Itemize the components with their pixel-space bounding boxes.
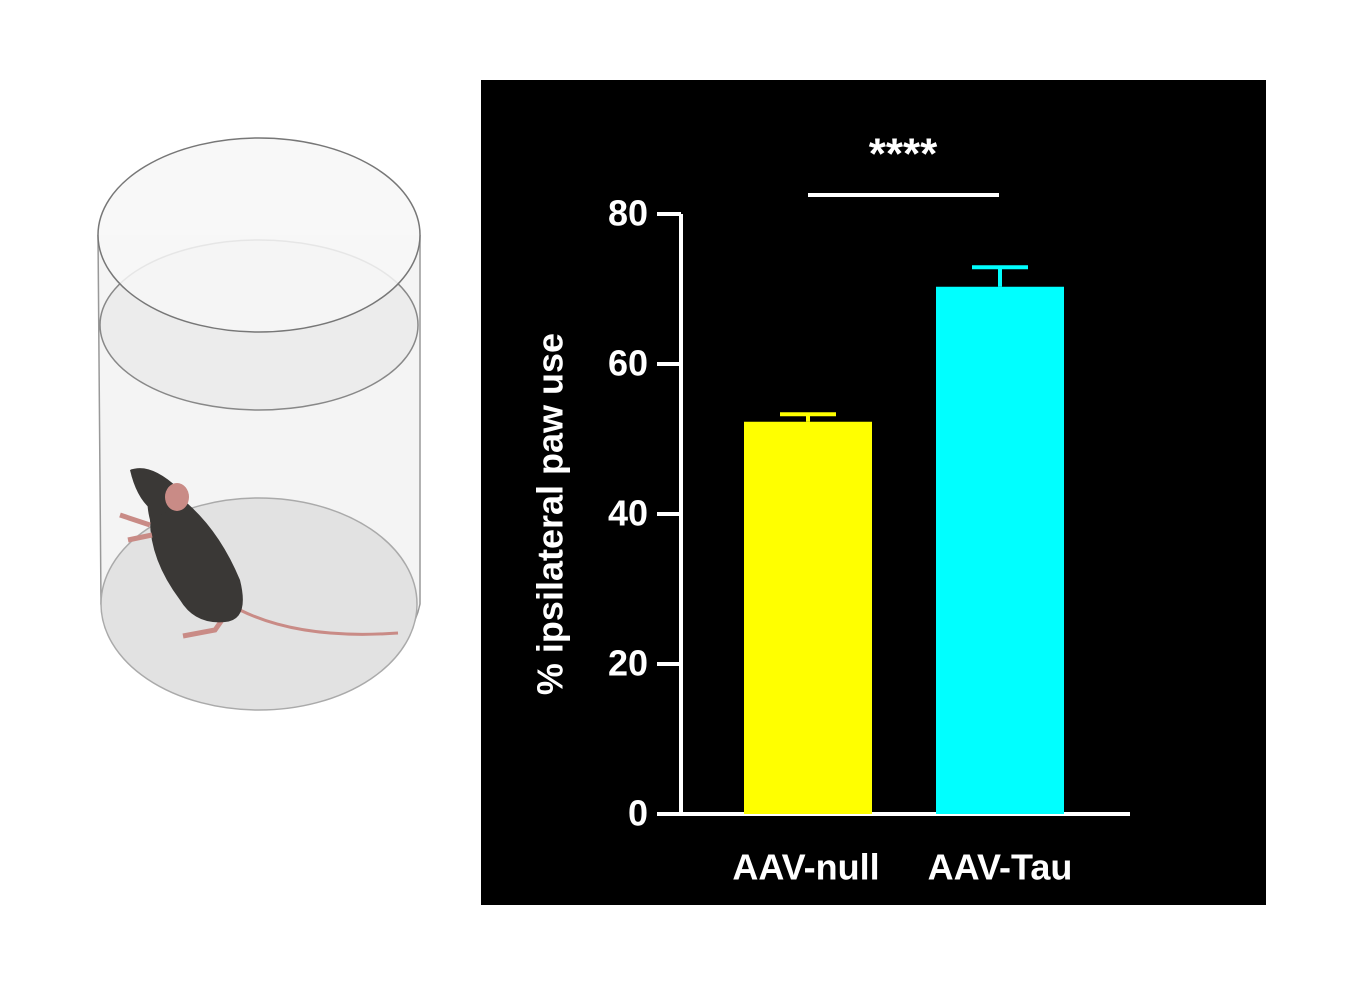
error-bar: [780, 412, 836, 422]
bar: [744, 421, 872, 814]
mouse: [119, 468, 399, 639]
mouse-paws: [119, 512, 153, 543]
cylinder-illustration: [97, 137, 421, 711]
y-tick-label: 0: [628, 793, 648, 834]
cylinder-top: [97, 137, 421, 333]
bar: [936, 286, 1064, 814]
mouse-tail: [239, 608, 399, 636]
y-tick-label: 80: [608, 193, 648, 234]
y-tick-label: 60: [608, 343, 648, 384]
chart-background: [481, 80, 1266, 905]
mouse-ear: [165, 483, 189, 511]
significance: ****: [869, 130, 938, 179]
y-axis-label: % ipsilateral paw use: [530, 333, 571, 695]
y-tick-label: 20: [608, 643, 648, 684]
mouse-body: [147, 488, 243, 623]
error-bar: [972, 265, 1028, 287]
cylinder-floor: [100, 497, 418, 711]
mouse-foot: [182, 618, 225, 639]
x-tick-label: AAV-null: [732, 847, 879, 888]
y-tick-label: 40: [608, 493, 648, 534]
x-tick-label: AAV-Tau: [928, 847, 1073, 888]
